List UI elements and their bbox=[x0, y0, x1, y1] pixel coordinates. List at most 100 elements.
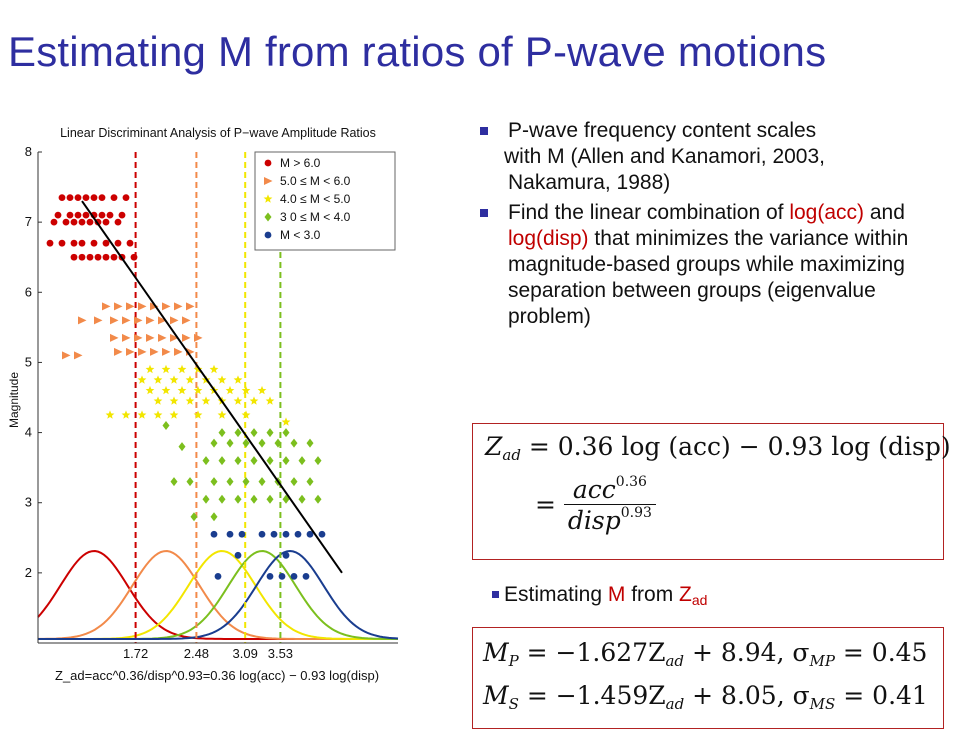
data-point-s0-13 bbox=[98, 211, 106, 219]
legend-label-3: 3 0 ≤ M < 4.0 bbox=[280, 210, 351, 224]
bullet-2-post: that minimizes the variance within magni… bbox=[508, 227, 909, 328]
data-point-s0-24 bbox=[46, 239, 54, 247]
data-point-s2-7 bbox=[169, 375, 179, 384]
data-point-s0-9 bbox=[66, 211, 74, 219]
data-point-s2-19 bbox=[257, 385, 267, 395]
data-point-s2-14 bbox=[177, 385, 187, 395]
log-acc-term: log(acc) bbox=[789, 201, 865, 224]
data-point-s4-14 bbox=[290, 572, 298, 580]
mp-subscript: P bbox=[508, 652, 519, 670]
data-point-s1-13 bbox=[146, 316, 155, 325]
bullet-1: P-wave frequency content scales with M (… bbox=[478, 118, 938, 196]
data-point-s1-12 bbox=[134, 316, 143, 325]
data-point-s0-39 bbox=[130, 253, 138, 261]
data-point-s2-31 bbox=[153, 410, 163, 419]
data-point-s4-4 bbox=[270, 530, 278, 538]
slide-title: Estimating M from ratios of P-wave motio… bbox=[8, 28, 827, 75]
data-point-s1-5 bbox=[162, 302, 171, 311]
log-disp-term: log(disp) bbox=[508, 227, 589, 250]
data-point-s1-17 bbox=[110, 333, 119, 342]
data-point-s3-5 bbox=[210, 438, 218, 448]
data-point-s2-21 bbox=[169, 396, 179, 405]
zad-equation-line-1: Zad = 0.36 log (acc) − 0.93 log (disp) bbox=[485, 432, 951, 464]
data-point-s1-10 bbox=[110, 316, 119, 325]
ms-sigma-subscript: MS bbox=[809, 695, 836, 713]
legend-marker-3 bbox=[264, 212, 272, 222]
data-point-s3-2 bbox=[250, 428, 258, 438]
bullet-marker-icon bbox=[480, 209, 488, 217]
data-point-s2-6 bbox=[153, 375, 163, 384]
magnitude-equation-box: MP = −1.627Zad + 8.94, σMP = 0.45 MS = −… bbox=[472, 627, 944, 729]
data-point-s4-3 bbox=[258, 530, 266, 538]
data-point-s3-21 bbox=[186, 477, 194, 487]
data-point-s3-16 bbox=[266, 456, 274, 466]
data-point-s2-34 bbox=[217, 410, 227, 419]
data-point-s0-6 bbox=[110, 194, 118, 201]
data-point-s2-35 bbox=[241, 410, 251, 419]
y-tick-label-4: 6 bbox=[25, 284, 32, 299]
frac-numerator-exponent: 0.36 bbox=[615, 474, 647, 490]
data-point-s3-0 bbox=[218, 428, 226, 438]
legend-label-1: 5.0 ≤ M < 6.0 bbox=[280, 174, 351, 188]
data-point-s3-28 bbox=[306, 477, 314, 487]
data-point-s3-17 bbox=[282, 456, 290, 466]
data-point-s2-1 bbox=[161, 364, 171, 374]
zad-rhs: = 0.36 log (acc) − 0.93 log (disp) bbox=[528, 432, 951, 461]
threshold-label-1: 2.48 bbox=[184, 646, 209, 661]
data-point-s3-31 bbox=[234, 494, 242, 504]
data-point-s1-24 bbox=[194, 333, 203, 342]
data-point-s0-4 bbox=[90, 194, 98, 201]
data-point-s3-6 bbox=[226, 438, 234, 448]
data-point-s2-32 bbox=[169, 410, 179, 419]
mp-sigma-subscript: MP bbox=[809, 652, 835, 670]
legend-label-2: 4.0 ≤ M < 5.0 bbox=[280, 192, 351, 206]
mp-zad-subscript: ad bbox=[665, 652, 684, 670]
frac-numerator: acc bbox=[572, 475, 616, 504]
data-point-s1-15 bbox=[170, 316, 179, 325]
data-point-s2-33 bbox=[193, 410, 203, 419]
data-point-s1-21 bbox=[158, 333, 167, 342]
data-point-s0-2 bbox=[74, 194, 82, 201]
bullet-marker-icon bbox=[480, 127, 488, 135]
fit-line bbox=[81, 200, 343, 574]
gaussian-curve-4 bbox=[38, 549, 399, 640]
bullet-list: P-wave frequency content scales with M (… bbox=[478, 118, 938, 334]
data-point-s0-27 bbox=[78, 239, 86, 247]
ms-tail: + 8.05, σ bbox=[692, 681, 810, 710]
data-point-s2-27 bbox=[265, 396, 275, 405]
data-point-s4-8 bbox=[318, 530, 326, 538]
data-point-s3-27 bbox=[290, 477, 298, 487]
data-point-s2-22 bbox=[185, 396, 195, 405]
legend-marker-4 bbox=[264, 231, 272, 239]
data-point-s3-1 bbox=[234, 428, 242, 438]
data-point-s2-4 bbox=[209, 364, 219, 374]
data-point-s3-23 bbox=[226, 477, 234, 487]
data-point-s1-6 bbox=[174, 302, 183, 311]
data-point-s1-31 bbox=[162, 347, 171, 356]
data-point-s4-12 bbox=[266, 572, 274, 580]
ms-zad-subscript: ad bbox=[665, 695, 685, 713]
data-point-s0-31 bbox=[126, 239, 134, 247]
data-point-s3-37 bbox=[162, 421, 170, 431]
data-point-s3-9 bbox=[274, 438, 282, 448]
data-point-s2-8 bbox=[185, 375, 195, 384]
data-point-s0-14 bbox=[106, 211, 114, 219]
zad-subscript: ad bbox=[502, 446, 521, 464]
threshold-lines: 1.72 2.48 3.09 3.53 bbox=[123, 152, 293, 661]
mp-rhs: = −1.627Z bbox=[526, 638, 666, 667]
data-point-s1-11 bbox=[122, 316, 131, 325]
data-point-s2-2 bbox=[177, 364, 187, 374]
data-point-s1-8 bbox=[78, 316, 87, 325]
data-point-s0-37 bbox=[110, 253, 118, 261]
frac-denominator-exponent: 0.93 bbox=[620, 505, 652, 521]
data-point-s0-17 bbox=[62, 218, 70, 226]
data-point-s3-38 bbox=[178, 442, 186, 452]
data-point-s2-20 bbox=[153, 396, 163, 405]
data-point-s4-11 bbox=[214, 572, 222, 580]
y-tick-label-1: 3 bbox=[25, 495, 32, 510]
ms-equation: MS = −1.459Zad + 8.05, σMS = 0.41 bbox=[483, 681, 928, 713]
data-point-s3-36 bbox=[314, 494, 322, 504]
data-point-s0-30 bbox=[114, 239, 122, 247]
data-point-s0-19 bbox=[78, 218, 86, 226]
y-tick-label-2: 4 bbox=[25, 425, 32, 440]
